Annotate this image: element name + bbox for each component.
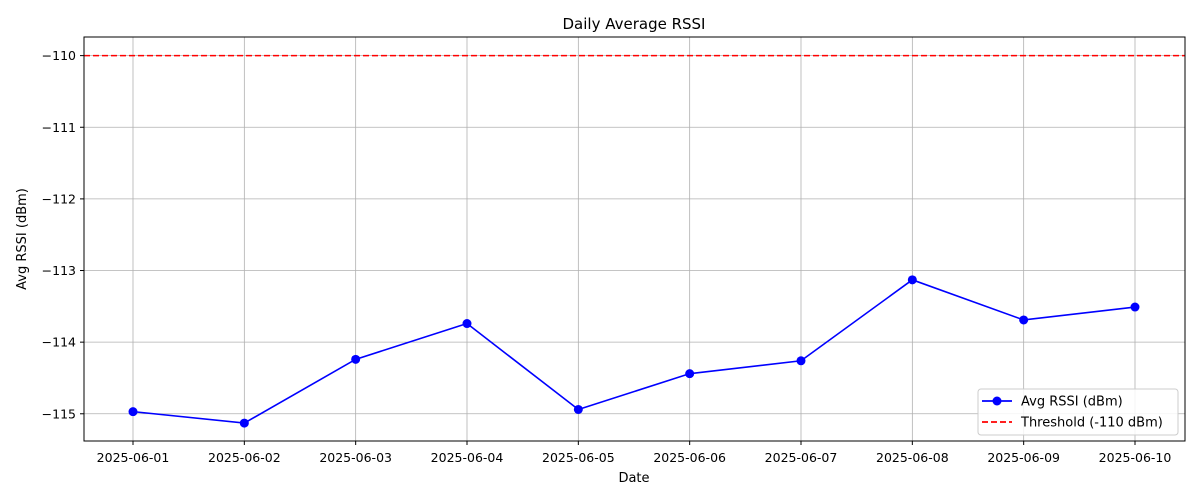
y-axis-ticks: −110 −111 −112 −113 −114 −115 xyxy=(42,48,84,421)
x-axis-ticks: 2025-06-01 2025-06-02 2025-06-03 2025-06-04… xyxy=(97,441,1172,465)
data-point xyxy=(1130,302,1140,312)
y-tick-label: −114 xyxy=(42,335,76,350)
y-tick-label: −111 xyxy=(42,120,76,135)
data-point xyxy=(685,369,695,379)
x-axis-title: Date xyxy=(618,471,649,486)
plot-frame xyxy=(83,36,1186,442)
data-point xyxy=(239,418,249,428)
x-tick-label: 2025-06-10 xyxy=(1099,450,1172,465)
legend-label-avg-rssi: Avg RSSI (dBm) xyxy=(1021,395,1123,410)
y-tick-label: −113 xyxy=(42,263,76,278)
x-tick-label: 2025-06-07 xyxy=(765,450,838,465)
series-layer xyxy=(128,275,1140,428)
x-tick-label: 2025-06-01 xyxy=(97,450,170,465)
x-tick-label: 2025-06-02 xyxy=(208,450,281,465)
y-tick-label: −112 xyxy=(42,191,76,206)
y-tick-label: −110 xyxy=(42,48,76,63)
series-line-avg-rssi xyxy=(132,278,1136,424)
legend-box xyxy=(977,388,1179,436)
y-tick-label: −115 xyxy=(42,406,76,421)
legend-marker-avg-rssi xyxy=(992,396,1002,406)
data-point xyxy=(573,404,583,414)
y-axis-title: Avg RSSI (dBm) xyxy=(15,188,30,290)
data-point xyxy=(351,354,361,364)
x-tick-label: 2025-06-03 xyxy=(319,450,392,465)
x-tick-label: 2025-06-04 xyxy=(431,450,504,465)
data-point xyxy=(796,356,806,366)
x-tick-label: 2025-06-05 xyxy=(542,450,615,465)
chart-title: Daily Average RSSI xyxy=(563,15,706,33)
x-tick-label: 2025-06-06 xyxy=(653,450,726,465)
x-tick-label: 2025-06-08 xyxy=(876,450,949,465)
data-point xyxy=(1019,315,1029,325)
data-point xyxy=(128,407,138,417)
legend: Avg RSSI (dBm) Threshold (-110 dBm) xyxy=(977,388,1179,436)
legend-label-threshold: Threshold (-110 dBm) xyxy=(1020,416,1163,431)
data-point xyxy=(907,275,917,285)
data-point xyxy=(462,319,472,329)
x-tick-label: 2025-06-09 xyxy=(987,450,1060,465)
